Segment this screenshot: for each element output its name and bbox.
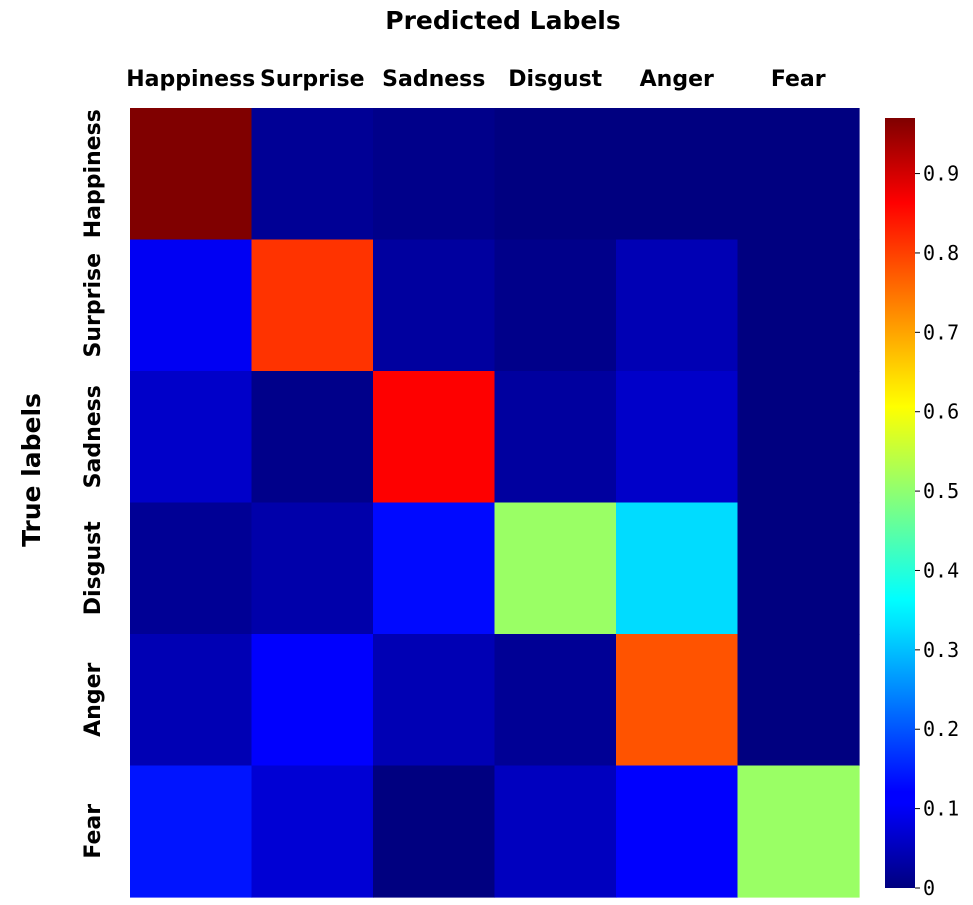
heatmap-cell-sadness-surprise bbox=[251, 371, 374, 504]
x-tick-label-sadness: Sadness bbox=[382, 67, 485, 92]
x-axis-title: Predicted Labels bbox=[385, 6, 621, 35]
heatmap-cell-happiness-fear bbox=[737, 108, 860, 241]
heatmap-cell-anger-disgust bbox=[494, 634, 617, 767]
heatmap-cell-surprise-disgust bbox=[494, 239, 617, 372]
x-tick-label-surprise: Surprise bbox=[260, 67, 365, 92]
colorbar-tick-label: 0.1 bbox=[923, 797, 959, 821]
heatmap-cell-anger-sadness bbox=[373, 634, 496, 767]
y-tick-label-disgust: Disgust bbox=[81, 521, 106, 615]
y-tick-label-anger: Anger bbox=[81, 663, 106, 737]
heatmap-cell-anger-anger bbox=[616, 634, 739, 767]
x-tick-label-disgust: Disgust bbox=[508, 67, 602, 92]
colorbar-tick-label: 0 bbox=[923, 876, 935, 900]
heatmap-cell-disgust-happiness bbox=[130, 502, 253, 635]
heatmap-cell-happiness-surprise bbox=[251, 108, 374, 241]
heatmap-cell-sadness-happiness bbox=[130, 371, 253, 504]
heatmap-cell-sadness-fear bbox=[737, 371, 860, 504]
heatmap-cell-surprise-anger bbox=[616, 239, 739, 372]
heatmap-cell-surprise-surprise bbox=[251, 239, 374, 372]
heatmap-cell-disgust-surprise bbox=[251, 502, 374, 635]
heatmap-cell-disgust-sadness bbox=[373, 502, 496, 635]
y-tick-label-fear: Fear bbox=[81, 804, 106, 859]
heatmap-cell-anger-surprise bbox=[251, 634, 374, 767]
colorbar-tick-label: 0.6 bbox=[923, 400, 959, 424]
x-tick-label-happiness: Happiness bbox=[126, 67, 255, 92]
colorbar-tick-label: 0.8 bbox=[923, 241, 959, 265]
heatmap-cell-happiness-happiness bbox=[130, 108, 253, 241]
colorbar-tick-label: 0.3 bbox=[923, 638, 959, 662]
heatmap-cell-anger-fear bbox=[737, 634, 860, 767]
colorbar-ticks: 0 0.1 0.2 0.3 0.4 0.5 0.6 0.7 0.8 0.9 bbox=[915, 162, 959, 900]
heatmap-cell-happiness-anger bbox=[616, 108, 739, 241]
heatmap-cell-sadness-disgust bbox=[494, 371, 617, 504]
heatmap-cell-disgust-fear bbox=[737, 502, 860, 635]
colorbar-tick-label: 0.5 bbox=[923, 479, 959, 503]
heatmap-cell-disgust-anger bbox=[616, 502, 739, 635]
heatmap-cell-happiness-sadness bbox=[373, 108, 496, 241]
x-tick-label-fear: Fear bbox=[771, 67, 826, 92]
colorbar-tick-label: 0.7 bbox=[923, 320, 959, 344]
heatmap-cell-sadness-sadness bbox=[373, 371, 496, 504]
heatmap-cell-surprise-happiness bbox=[130, 239, 253, 372]
heatmap-cell-fear-fear bbox=[737, 765, 860, 898]
y-tick-label-surprise: Surprise bbox=[81, 253, 106, 358]
heatmap-cell-fear-surprise bbox=[251, 765, 374, 898]
heatmap-cell-fear-anger bbox=[616, 765, 739, 898]
colorbar-tick-label: 0.2 bbox=[923, 717, 959, 741]
y-axis-title: True labels bbox=[17, 393, 46, 547]
y-tick-label-happiness: Happiness bbox=[81, 109, 106, 238]
heatmap-cell-fear-disgust bbox=[494, 765, 617, 898]
heatmap-cell-anger-happiness bbox=[130, 634, 253, 767]
heatmap-cell-surprise-sadness bbox=[373, 239, 496, 372]
heatmap-cell-happiness-disgust bbox=[494, 108, 617, 241]
y-tick-label-sadness: Sadness bbox=[81, 385, 106, 488]
x-tick-labels: Happiness Surprise Sadness Disgust Anger Fear bbox=[126, 67, 826, 92]
y-tick-labels: Happiness Surprise Sadness Disgust Anger Fear bbox=[81, 109, 106, 858]
heatmap-cell-fear-sadness bbox=[373, 765, 496, 898]
heatmap-cell-fear-happiness bbox=[130, 765, 253, 898]
colorbar-tick-label: 0.9 bbox=[923, 162, 959, 186]
heatmap-cell-surprise-fear bbox=[737, 239, 860, 372]
x-tick-label-anger: Anger bbox=[640, 67, 714, 92]
heatmap-cells bbox=[130, 108, 860, 898]
heatmap-cell-disgust-disgust bbox=[494, 502, 617, 635]
heatmap-cell-sadness-anger bbox=[616, 371, 739, 504]
colorbar bbox=[885, 118, 915, 888]
colorbar-tick-label: 0.4 bbox=[923, 558, 959, 582]
